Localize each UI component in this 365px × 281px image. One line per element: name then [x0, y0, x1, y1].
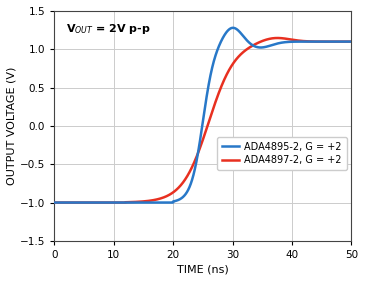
Legend: ADA4895-2, G = +2, ADA4897-2, G = +2: ADA4895-2, G = +2, ADA4897-2, G = +2 — [217, 137, 347, 170]
Y-axis label: OUTPUT VOLTAGE (V): OUTPUT VOLTAGE (V) — [7, 67, 17, 185]
X-axis label: TIME (ns): TIME (ns) — [177, 264, 229, 274]
Text: V$_{OUT}$ = 2V p-p: V$_{OUT}$ = 2V p-p — [66, 22, 151, 37]
